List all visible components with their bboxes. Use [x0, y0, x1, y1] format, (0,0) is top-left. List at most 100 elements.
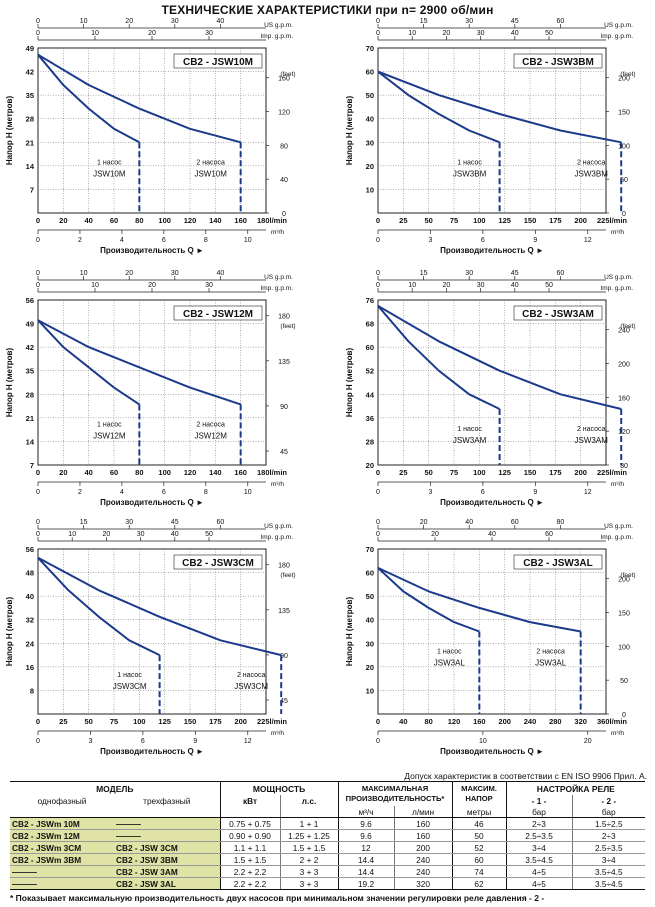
- m3h-unit-label: m³/h: [271, 730, 284, 737]
- m3h-unit-label: m³/h: [271, 229, 284, 236]
- ft-tick-label: 90: [280, 653, 288, 660]
- y-tick-label: 20: [366, 162, 374, 171]
- y-tick-label: 28: [26, 115, 34, 124]
- x-tick-label: 160: [234, 216, 247, 225]
- cell-head: 60: [451, 853, 507, 866]
- ft-tick-label: 50: [620, 678, 628, 685]
- m3h-tick-label: 0: [36, 237, 40, 244]
- cell-r2: 1.5÷2.5: [571, 817, 646, 830]
- feet-unit-label: (feet): [280, 323, 295, 330]
- cell-lmin: 200: [393, 841, 453, 854]
- m3h-tick-label: 4: [120, 489, 124, 496]
- y-tick-label: 20: [366, 663, 374, 672]
- table-row: CB2 - JSWm 10M ——— 0.75 + 0.75 1 + 1 9.6 160 4…: [10, 817, 646, 830]
- imp-unit-label: Imp. g.p.m.: [260, 534, 293, 541]
- us-tick-label: 15: [420, 270, 428, 277]
- x-tick-label: 225l/min: [257, 717, 287, 726]
- ft-tick-label: 100: [618, 644, 630, 651]
- cell-lmin: 160: [393, 817, 453, 830]
- ft-tick-label: 150: [618, 110, 630, 117]
- x-tick-label: 75: [110, 717, 118, 726]
- x-tick-label: 40: [84, 216, 92, 225]
- cell-kw: 2.2 + 2.2: [219, 865, 281, 878]
- sub-three: трехфазный: [143, 795, 191, 806]
- table-row: CB2 - JSWm 3BM CB2 - JSW 3BM 1.5 + 1.5 2 + …: [10, 853, 646, 866]
- x-tick-label: 175: [549, 468, 562, 477]
- ft-tick-label: 200: [618, 362, 630, 369]
- imp-tick-label: 30: [205, 282, 213, 289]
- m3h-tick-label: 3: [428, 237, 432, 244]
- imp-tick-label: 20: [148, 282, 156, 289]
- us-tick-label: 0: [376, 270, 380, 277]
- imp-tick-label: 50: [545, 30, 553, 37]
- ft-tick-label: 120: [278, 110, 290, 117]
- y-tick-label: 68: [366, 320, 374, 329]
- feet-unit-label: (feet): [280, 71, 295, 78]
- cell-r2: 3.5÷4.5: [571, 865, 646, 878]
- model-label-2: JSW10M: [194, 169, 227, 178]
- y-tick-label: 14: [26, 437, 35, 446]
- cell-r1: 3÷4: [505, 841, 573, 854]
- y-tick-label: 42: [26, 68, 34, 77]
- x-axis-title: Производительность Q ►: [440, 246, 544, 255]
- m3h-tick-label: 2: [78, 237, 82, 244]
- plot-frame: [37, 299, 267, 466]
- ft-tick-label: 240: [618, 328, 630, 335]
- x-tick-label: 120: [184, 468, 197, 477]
- m3h-tick-label: 0: [376, 738, 380, 745]
- cell-kw: 2.2 + 2.2: [219, 877, 281, 890]
- y-tick-label: 48: [26, 569, 34, 578]
- cell-lmin: 240: [393, 853, 453, 866]
- feet-unit-label: (feet): [620, 71, 635, 78]
- model-label-2: JSW3AM: [575, 436, 609, 445]
- us-tick-label: 60: [217, 519, 225, 526]
- y-tick-label: 60: [366, 68, 374, 77]
- us-tick-label: 20: [125, 18, 133, 25]
- x-tick-label: 225l/min: [597, 216, 627, 225]
- m3h-tick-label: 10: [244, 489, 252, 496]
- cell-lmin: 240: [393, 865, 453, 878]
- x-tick-label: 80: [424, 717, 432, 726]
- curve-2: [37, 319, 242, 406]
- ft-tick-label: 80: [280, 143, 288, 150]
- model-label-1: JSW3CM: [113, 682, 147, 691]
- cell-r1: 4÷5: [505, 877, 573, 890]
- header-relay: НАСТРОЙКА РЕЛЕ: [505, 781, 646, 795]
- m3h-tick-label: 10: [244, 237, 252, 244]
- imp-tick-label: 0: [36, 531, 40, 538]
- us-unit-label: US g.p.m.: [264, 523, 293, 530]
- us-tick-label: 60: [557, 18, 565, 25]
- m3h-unit-label: m³/h: [611, 229, 624, 236]
- m3h-unit-label: m³/h: [271, 481, 284, 488]
- us-tick-label: 60: [511, 519, 519, 526]
- imp-tick-label: 0: [376, 282, 380, 289]
- unit-m: метры: [451, 806, 507, 818]
- us-tick-label: 20: [125, 270, 133, 277]
- ft-tick-label: 180: [278, 563, 290, 570]
- y-tick-label: 49: [26, 320, 34, 329]
- y-tick-label: 10: [366, 686, 374, 695]
- us-tick-label: 80: [557, 519, 565, 526]
- x-tick-label: 60: [110, 468, 118, 477]
- m3h-tick-label: 2: [78, 489, 82, 496]
- y-tick-label: 7: [30, 185, 34, 194]
- model-label-2: JSW3CM: [234, 682, 268, 691]
- y-axis-title: Напор H (метров): [5, 96, 14, 166]
- cell-single: ———: [10, 865, 114, 878]
- y-tick-label: 50: [366, 592, 374, 601]
- curve-2: [37, 556, 282, 657]
- cell-r1: 4÷5: [505, 865, 573, 878]
- m3h-tick-label: 6: [481, 489, 485, 496]
- cell-hp: 3 + 3: [279, 865, 339, 878]
- x-tick-label: 80: [135, 216, 143, 225]
- x-tick-label: 50: [84, 717, 92, 726]
- pump-label-2: 2 насоса: [196, 159, 225, 166]
- cell-three: ———: [114, 829, 221, 842]
- chart-title-box: [513, 53, 603, 69]
- ft-tick-label: 160: [618, 395, 630, 402]
- x-tick-label: 240: [524, 717, 537, 726]
- cell-hp: 3 + 3: [279, 877, 339, 890]
